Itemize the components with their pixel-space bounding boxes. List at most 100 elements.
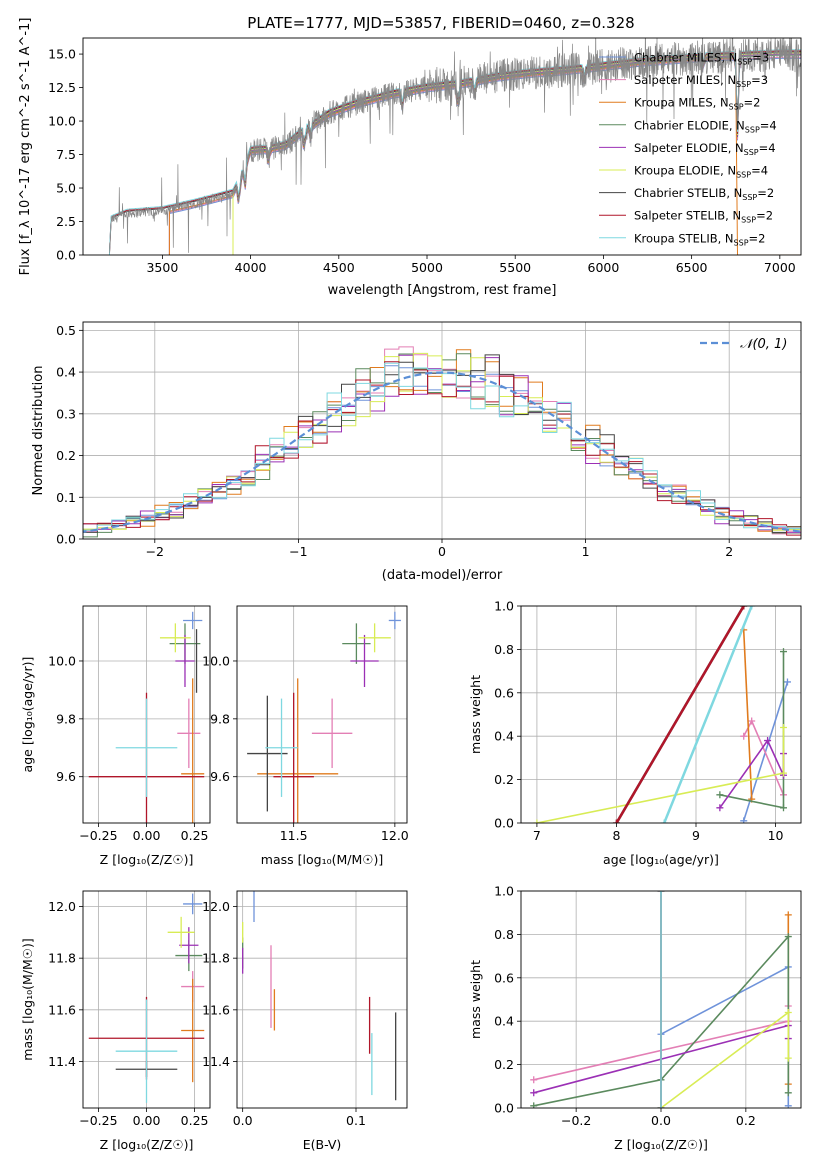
mass-weight-marker — [612, 819, 620, 823]
y-tick-label: 0.0 — [56, 532, 76, 547]
y-tick-label: 9.8 — [210, 711, 230, 726]
y-tick-label: 15.0 — [48, 47, 76, 62]
y-tick-label: 0.2 — [56, 448, 76, 463]
legend-label-tail: =2 — [749, 231, 766, 245]
residual-histogram-step — [83, 361, 801, 538]
x-tick-label: 0.25 — [181, 828, 209, 843]
y-tick-label: 0.8 — [494, 642, 514, 657]
residual-histogram-panel: −2 −1 0 1 2 0.0 0.1 0.2 0.3 0.4 0.5 (data-model)/er… — [31, 321, 802, 583]
plot-area — [88, 611, 205, 823]
x-axis-label: (data-model)/error — [382, 568, 503, 583]
x-tick-label: 7 — [533, 828, 541, 843]
mass-weight-marker — [784, 933, 792, 941]
mass-weight-marker — [740, 606, 748, 610]
y-tick-label: 0.3 — [56, 406, 76, 421]
mass-weight-marker — [784, 1054, 792, 1062]
legend-label-sub: SSP — [734, 238, 749, 247]
y-tick-label: 5.0 — [56, 181, 76, 196]
legend-label: Chabrier STELIB, NSSP=2 — [634, 186, 774, 202]
legend-label-tail: =4 — [759, 141, 776, 155]
mass-weight-marker — [748, 606, 756, 610]
legend-label-tail: =4 — [751, 164, 768, 178]
mass-weight-marker — [784, 1009, 792, 1017]
y-axis-label: mass weight — [468, 675, 483, 754]
mass-weight-marker — [740, 817, 748, 823]
mass-weight-line — [742, 629, 753, 800]
axes-frame — [236, 605, 408, 824]
legend-label-tail: =2 — [757, 186, 774, 200]
x-tick-label: 0.00 — [133, 828, 161, 843]
legend-label: Chabrier ELODIE, NSSP=4 — [634, 118, 777, 134]
y-tick-label: 10.0 — [48, 653, 76, 668]
x-tick-label: 0.25 — [181, 1113, 209, 1128]
x-tick-label: −1 — [289, 544, 307, 559]
x-axis-label: Z [log₁₀(Z/Z☉)] — [100, 1137, 194, 1152]
x-axis-label: wavelength [Angstrom, rest frame] — [328, 283, 557, 298]
mass-weight-marker — [740, 732, 748, 740]
x-axis-label: Z [log₁₀(Z/Z☉)] — [614, 1137, 708, 1152]
mass-weight-marker — [716, 791, 724, 799]
legend-label: Salpeter ELODIE, NSSP=4 — [634, 141, 776, 157]
y-tick-label: 2.5 — [56, 214, 76, 229]
x-tick-label: 0.1 — [346, 1113, 366, 1128]
legend-label: Kroupa MILES, NSSP=2 — [634, 96, 760, 112]
x-axis-label: Z [log₁₀(Z/Z☉)] — [100, 852, 194, 867]
axes-frame — [520, 605, 802, 824]
age-vs-mass-weight-panel: 7 8 9 10 0.0 0.2 0.4 0.6 0.8 1.0 age [log₁₀(age/yr… — [468, 599, 802, 867]
legend-label-sub: SSP — [742, 193, 757, 202]
y-axis-label: Flux [f_λ 10^-17 erg cm^-2 s^-1 A^-1] — [18, 18, 33, 276]
plot-area — [533, 606, 791, 823]
y-tick-label: 0.1 — [56, 490, 76, 505]
legend-label-main: Kroupa ELODIE, N — [634, 164, 736, 178]
y-axis-label: mass [log₁₀(M/M☉)] — [20, 938, 35, 1060]
x-tick-label: 6500 — [676, 260, 708, 275]
y-tick-label: 1.0 — [494, 599, 514, 614]
legend-label-main: Chabrier ELODIE, N — [634, 118, 745, 132]
normal-reference-curve — [83, 371, 801, 533]
x-tick-label: 2 — [725, 544, 733, 559]
x-tick-label: 5500 — [499, 260, 531, 275]
x-tick-label: 4500 — [323, 260, 355, 275]
y-tick-label: 0.6 — [494, 685, 514, 700]
x-tick-label: 12.0 — [381, 828, 409, 843]
y-axis-label: Normed distribution — [31, 366, 46, 496]
y-tick-label: 0.0 — [494, 816, 514, 831]
legend-label-main: Salpeter ELODIE, N — [634, 141, 744, 155]
x-tick-label: 0.0 — [651, 1113, 671, 1128]
y-tick-label: 1.0 — [494, 884, 514, 899]
y-tick-label: 12.0 — [202, 899, 230, 914]
residual-histogram-step — [83, 362, 801, 538]
legend-label-sub: SSP — [745, 125, 760, 134]
x-tick-label: 0 — [438, 544, 446, 559]
plot-area — [83, 346, 801, 538]
y-tick-label: 0.2 — [494, 772, 514, 787]
legend-label: Salpeter STELIB, NSSP=2 — [634, 209, 773, 225]
y-tick-label: 9.6 — [56, 769, 76, 784]
y-tick-label: 11.6 — [48, 1002, 76, 1017]
x-tick-label: 1 — [582, 544, 590, 559]
metallicity-vs-mass-weight-panel: −0.2 0.0 0.2 0.0 0.2 0.4 0.6 0.8 1.0 Z [log₁₀(Z/Z… — [468, 884, 802, 1152]
y-tick-label: 11.8 — [48, 951, 76, 966]
y-tick-label: 11.6 — [202, 1002, 230, 1017]
mass-vs-age-panel: 11.5 12.0 9.6 9.8 10.0 mass [log₁₀(M/M☉)] — [202, 605, 409, 867]
mass-weight-marker — [784, 1089, 792, 1097]
x-tick-label: −0.25 — [79, 828, 117, 843]
y-tick-label: 0.2 — [494, 1057, 514, 1072]
mass-weight-marker — [780, 769, 787, 777]
observed-spectrum-line — [109, 38, 801, 254]
mass-weight-line — [663, 606, 753, 823]
y-tick-label: 12.0 — [48, 899, 76, 914]
legend-label-sub: SSP — [741, 216, 756, 225]
y-tick-label: 0.4 — [494, 1014, 514, 1029]
mass-weight-marker — [784, 911, 792, 919]
mass-weight-marker — [530, 1089, 538, 1097]
y-tick-label: 0.4 — [56, 365, 76, 380]
axes-frame — [82, 605, 211, 824]
legend-label-main: Salpeter MILES, N — [634, 73, 736, 87]
y-tick-label: 10.0 — [48, 114, 76, 129]
x-axis-label: E(B-V) — [303, 1137, 342, 1152]
y-tick-label: 0.6 — [494, 970, 514, 985]
x-tick-label: 7000 — [764, 260, 796, 275]
x-tick-label: 8 — [612, 828, 620, 843]
